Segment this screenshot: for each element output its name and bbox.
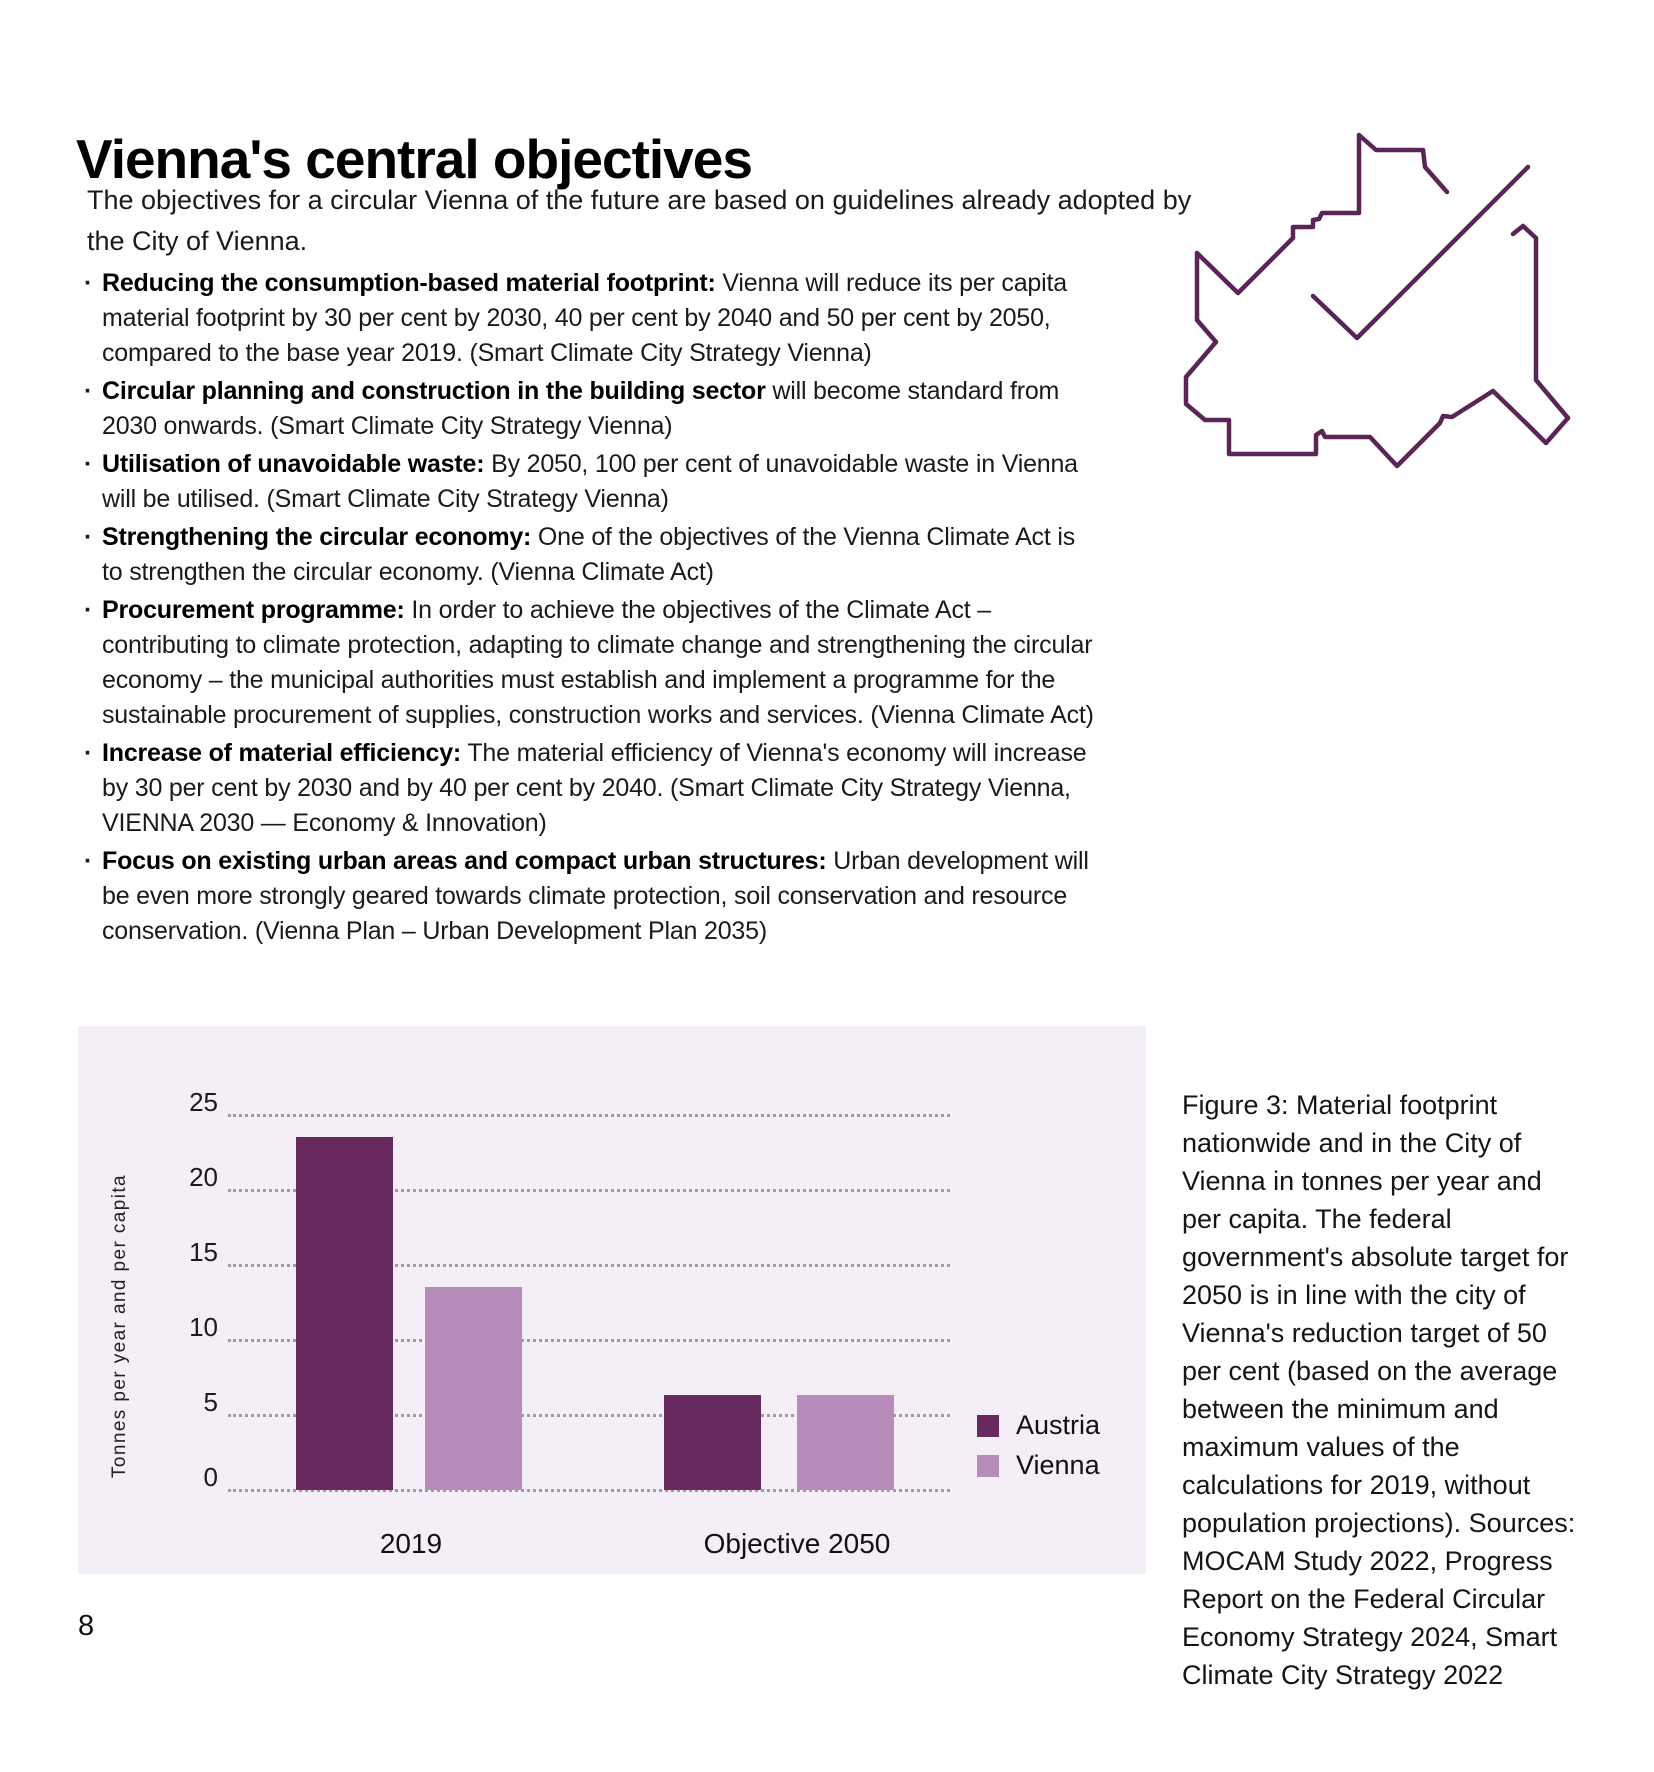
x-axis-label-objective-2050: Objective 2050 [703,1528,891,1559]
objective-text: will become standard from 2030 onwards. … [102,377,1060,440]
objective-text: One of the objectives of the Vienna Clim… [102,523,1076,586]
intro-line: The objectives for a circular Vienna of … [87,185,1192,215]
list-item: Utilisation of unavoidable waste: By 205… [84,447,1099,517]
intro-line: the City of Vienna. [87,226,308,256]
y-tick-label-0: 0 [203,1462,218,1492]
material-footprint-bar-chart: Tonnes per year and per capita 0 5 10 15 20 2… [78,1026,1146,1574]
y-tick-label-5: 5 [203,1387,218,1417]
list-item: Focus on existing urban areas and compac… [84,844,1099,949]
objective-text: Vienna will reduce its per capita materi… [102,269,1067,367]
legend-label-austria: Austria [1016,1410,1101,1440]
gridline-20 [228,1189,950,1192]
gridline-25 [228,1114,950,1117]
legend-swatch-austria [977,1415,999,1437]
objective-lead: Increase of material efficiency: [102,739,462,767]
legend-swatch-vienna [977,1455,999,1477]
list-item: Reducing the consumption-based material … [84,266,1099,371]
y-tick-label-25: 25 [189,1087,218,1117]
bar-austria-2019 [296,1137,393,1490]
gridline-10 [228,1339,950,1342]
objectives-list: Reducing the consumption-based material … [84,266,1099,952]
list-item: Circular planning and construction in th… [84,374,1099,444]
objective-lead: Circular planning and construction in th… [102,377,766,405]
x-axis-label-2019: 2019 [379,1528,443,1559]
bar-vienna-2019 [425,1287,522,1490]
vienna-city-boundary-map-icon [1150,110,1590,470]
y-tick-label-20: 20 [189,1162,218,1192]
bar-vienna-objective-2050 [797,1395,894,1490]
figure-caption: Figure 3: Material footprint nationwide … [1182,1090,1576,1690]
objective-lead: Focus on existing urban areas and compac… [102,847,827,875]
list-item: Strengthening the circular economy: One … [84,520,1099,590]
y-axis-title: Tonnes per year and per capita [109,1174,130,1478]
list-item: Procurement programme: In order to achie… [84,593,1099,733]
legend-label-vienna: Vienna [1016,1450,1100,1480]
list-item: Increase of material efficiency: The mat… [84,736,1099,841]
gridline-5 [228,1414,950,1417]
page-number: 8 [78,1610,95,1642]
y-tick-label-15: 15 [189,1237,218,1267]
bar-austria-objective-2050 [664,1395,761,1490]
intro-paragraph: The objectives for a circular Vienna of … [87,180,1191,262]
objective-lead: Reducing the consumption-based material … [102,269,716,297]
objective-lead: Utilisation of unavoidable waste: [102,450,485,478]
objective-text: Urban development will be even more stro… [102,847,1089,945]
objective-lead: Procurement programme: [102,596,405,624]
objective-lead: Strengthening the circular economy: [102,523,532,551]
gridline-0 [228,1489,950,1492]
y-tick-label-10: 10 [189,1312,218,1342]
page-title: Vienna's central objectives [76,127,753,190]
objective-text: By 2050, 100 per cent of unavoidable was… [102,450,1078,513]
gridline-15 [228,1264,950,1267]
objective-text: In order to achieve the objectives of th… [102,596,1094,729]
objective-text: The material efficiency of Vienna's econ… [102,739,1087,837]
